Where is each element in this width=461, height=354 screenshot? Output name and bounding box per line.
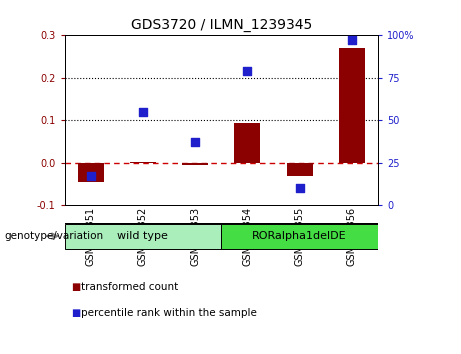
FancyBboxPatch shape bbox=[65, 224, 221, 249]
Text: genotype/variation: genotype/variation bbox=[5, 231, 104, 241]
Bar bbox=[182, 163, 208, 165]
Point bbox=[191, 139, 199, 145]
Text: ■: ■ bbox=[71, 282, 81, 292]
Point bbox=[244, 68, 251, 74]
Text: transformed count: transformed count bbox=[81, 282, 178, 292]
Point bbox=[348, 38, 355, 43]
Point bbox=[87, 173, 95, 179]
Bar bbox=[130, 162, 156, 163]
Bar bbox=[234, 123, 260, 163]
Point bbox=[296, 185, 303, 191]
Title: GDS3720 / ILMN_1239345: GDS3720 / ILMN_1239345 bbox=[130, 18, 312, 32]
FancyBboxPatch shape bbox=[221, 224, 378, 249]
Text: percentile rank within the sample: percentile rank within the sample bbox=[81, 308, 257, 318]
Point bbox=[139, 109, 147, 115]
Bar bbox=[287, 163, 313, 176]
Bar bbox=[339, 48, 365, 163]
Bar bbox=[77, 163, 104, 182]
Text: RORalpha1delDE: RORalpha1delDE bbox=[252, 231, 347, 241]
Text: wild type: wild type bbox=[118, 231, 168, 241]
Text: ■: ■ bbox=[71, 308, 81, 318]
